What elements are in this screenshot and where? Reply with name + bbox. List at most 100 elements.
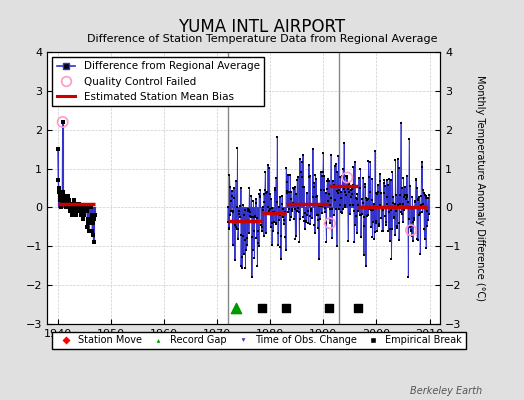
Point bbox=[326, 220, 334, 226]
Point bbox=[392, 191, 400, 198]
Point bbox=[405, 136, 413, 142]
Point bbox=[318, 210, 326, 216]
Point bbox=[324, 198, 332, 204]
Point bbox=[238, 232, 247, 239]
Point bbox=[342, 192, 351, 198]
Point bbox=[261, 169, 269, 176]
Point bbox=[265, 165, 273, 172]
Point bbox=[258, 228, 266, 234]
Point bbox=[348, 190, 356, 197]
Point bbox=[312, 176, 321, 182]
Point bbox=[66, 208, 74, 214]
Point bbox=[85, 216, 94, 222]
Point bbox=[79, 204, 87, 211]
Point bbox=[315, 256, 323, 262]
Point bbox=[350, 208, 358, 214]
Point bbox=[259, 233, 268, 239]
Point bbox=[358, 211, 366, 217]
Point bbox=[68, 212, 77, 218]
Point bbox=[255, 193, 264, 199]
Point bbox=[423, 223, 431, 229]
Point bbox=[230, 185, 238, 192]
Point bbox=[84, 216, 92, 222]
Point bbox=[408, 233, 416, 239]
Point bbox=[264, 210, 272, 217]
Point bbox=[272, 174, 280, 181]
Point bbox=[76, 204, 84, 211]
Point bbox=[362, 195, 370, 201]
Point bbox=[323, 186, 331, 192]
Point bbox=[61, 200, 69, 207]
Point bbox=[57, 196, 65, 203]
Point bbox=[77, 204, 85, 211]
Point bbox=[79, 216, 88, 222]
Point bbox=[387, 207, 395, 213]
Point bbox=[227, 187, 236, 194]
Point bbox=[64, 196, 73, 203]
Point bbox=[226, 212, 235, 218]
Point bbox=[418, 164, 426, 170]
Point bbox=[246, 209, 255, 215]
Point bbox=[362, 262, 370, 269]
Point bbox=[329, 183, 337, 189]
Point bbox=[330, 184, 339, 190]
Point bbox=[262, 190, 270, 196]
Point bbox=[229, 208, 237, 214]
Point bbox=[88, 212, 96, 218]
Point bbox=[390, 201, 399, 208]
Point bbox=[400, 194, 409, 200]
Point bbox=[243, 235, 251, 241]
Point bbox=[419, 187, 427, 194]
Point bbox=[413, 237, 422, 243]
Point bbox=[271, 221, 280, 227]
Point bbox=[74, 204, 82, 211]
Point bbox=[293, 174, 302, 180]
Point bbox=[376, 202, 384, 208]
Point bbox=[380, 190, 388, 196]
Point bbox=[235, 203, 244, 209]
Point bbox=[377, 190, 385, 196]
Point bbox=[246, 212, 254, 219]
Point bbox=[382, 218, 390, 225]
Point bbox=[294, 205, 302, 211]
Point bbox=[310, 221, 319, 228]
Point bbox=[56, 196, 64, 203]
Point bbox=[54, 185, 63, 191]
Point bbox=[264, 204, 272, 210]
Point bbox=[331, 163, 339, 169]
Point bbox=[68, 200, 76, 207]
Point bbox=[366, 188, 374, 195]
Point bbox=[296, 216, 304, 222]
Point bbox=[374, 182, 382, 188]
Point bbox=[283, 190, 291, 196]
Point bbox=[357, 234, 365, 240]
Point bbox=[312, 194, 320, 200]
Point bbox=[272, 220, 281, 226]
Point bbox=[352, 213, 361, 219]
Point bbox=[59, 119, 67, 125]
Point bbox=[73, 200, 81, 207]
Point bbox=[281, 234, 289, 241]
Point bbox=[266, 191, 274, 198]
Point bbox=[291, 206, 299, 212]
Point bbox=[232, 226, 241, 232]
Point bbox=[392, 223, 401, 230]
Point bbox=[320, 187, 328, 193]
Point bbox=[88, 228, 96, 234]
Point bbox=[227, 198, 235, 204]
Point bbox=[322, 220, 330, 226]
Point bbox=[306, 220, 314, 227]
Point bbox=[277, 233, 286, 240]
Point bbox=[258, 305, 266, 312]
Point bbox=[417, 202, 425, 208]
Point bbox=[368, 176, 376, 182]
Point bbox=[73, 204, 82, 211]
Point bbox=[391, 157, 400, 164]
Point bbox=[249, 214, 257, 220]
Point bbox=[263, 189, 271, 195]
Point bbox=[355, 175, 363, 181]
Point bbox=[59, 192, 68, 199]
Point bbox=[256, 193, 264, 200]
Point bbox=[377, 215, 386, 221]
Point bbox=[67, 200, 75, 207]
